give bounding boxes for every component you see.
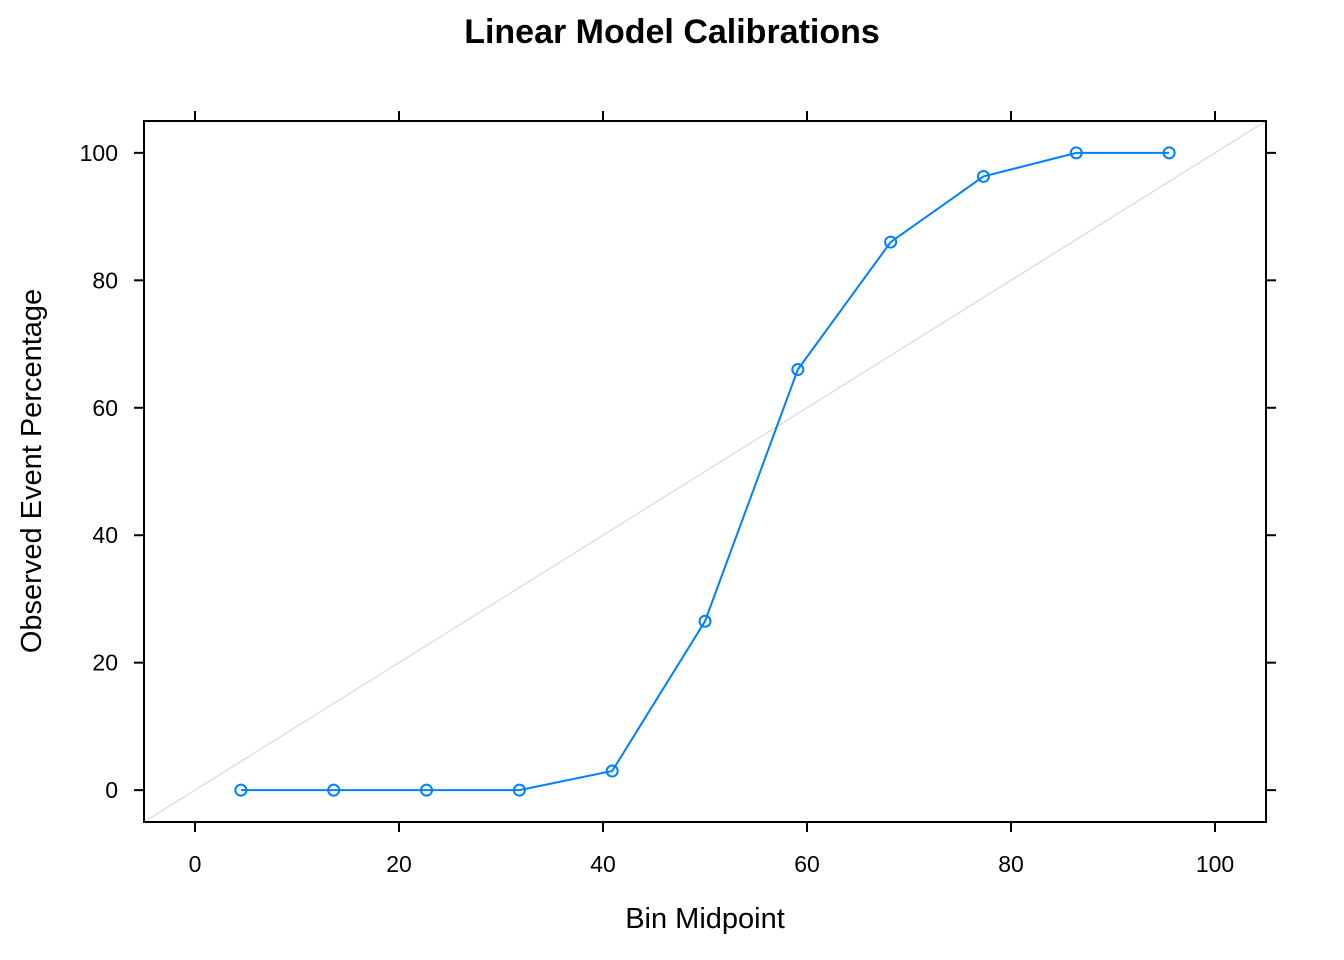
data-point (1162, 146, 1176, 160)
data-point (420, 783, 434, 797)
data-point (605, 764, 619, 778)
x-tick-label: 20 (386, 851, 412, 877)
x-tick-label: 80 (998, 851, 1024, 877)
data-point (791, 363, 805, 377)
x-tick-label: 100 (1196, 851, 1234, 877)
y-tick-label: 20 (92, 650, 118, 676)
data-point (327, 783, 341, 797)
y-tick-label: 60 (92, 395, 118, 421)
y-tick-label: 100 (80, 140, 118, 166)
y-tick-label: 0 (105, 777, 118, 803)
y-tick-label: 40 (92, 522, 118, 548)
x-axis-label: Bin Midpoint (625, 903, 785, 935)
data-point (884, 235, 898, 249)
series-layer (234, 146, 1176, 797)
reference-diagonal-line (143, 120, 1267, 823)
data-point (512, 783, 526, 797)
data-point (698, 614, 712, 628)
data-point (1069, 146, 1083, 160)
axis-ticks-layer: 0 20 40 60 80 100 0 20 40 60 80 100 (80, 111, 1276, 877)
x-tick-label: 0 (189, 851, 202, 877)
data-point (234, 783, 248, 797)
x-tick-label: 60 (794, 851, 820, 877)
series-line (240, 151, 1170, 792)
y-axis-label: Observed Event Percentage (16, 289, 48, 653)
data-point (976, 169, 990, 183)
plot-frame (143, 120, 1267, 823)
reference-line-layer (143, 120, 1267, 823)
y-tick-label: 80 (92, 267, 118, 293)
x-tick-label: 40 (590, 851, 616, 877)
chart-title: Linear Model Calibrations (464, 13, 880, 51)
